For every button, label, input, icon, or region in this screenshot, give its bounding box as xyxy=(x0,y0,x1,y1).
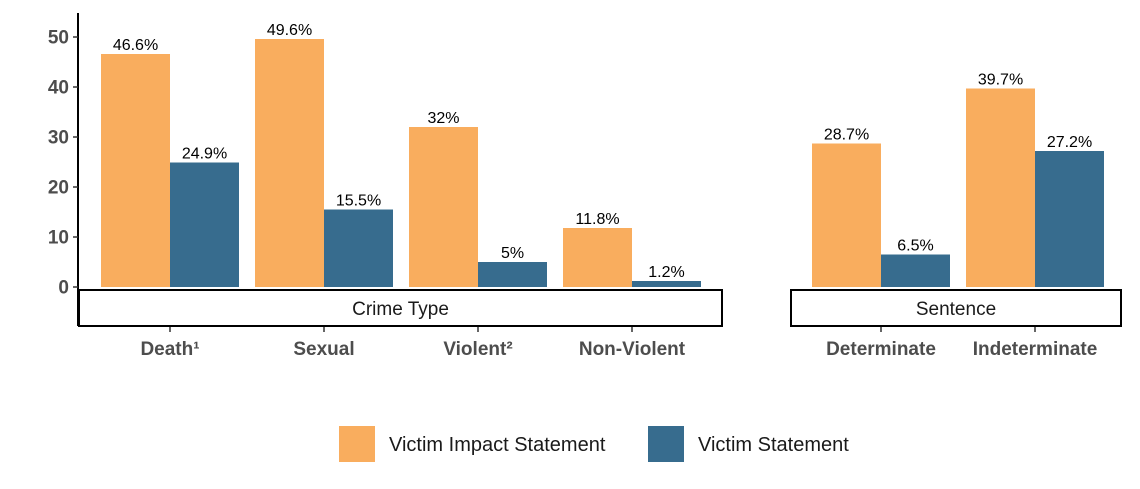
legend-label: Victim Statement xyxy=(698,434,849,456)
bar xyxy=(324,209,393,287)
bar xyxy=(812,143,881,287)
data-label: 49.6% xyxy=(267,22,312,39)
data-label: 32% xyxy=(427,110,459,127)
y-tick-label: 40 xyxy=(48,78,69,99)
data-label: 15.5% xyxy=(336,193,381,210)
y-tick-label: 50 xyxy=(48,28,69,49)
bar xyxy=(1035,151,1104,287)
x-tick-label: Death¹ xyxy=(140,339,199,360)
bar xyxy=(881,254,950,287)
x-tick-label: Non-Violent xyxy=(579,339,686,360)
x-tick-label: Determinate xyxy=(826,339,936,360)
legend-label: Victim Impact Statement xyxy=(389,434,606,456)
data-label: 46.6% xyxy=(113,37,158,54)
bar xyxy=(478,262,547,287)
bar xyxy=(632,281,701,287)
data-label: 24.9% xyxy=(182,146,227,163)
y-tick-label: 0 xyxy=(58,278,69,299)
bar xyxy=(966,88,1035,287)
data-label: 11.8% xyxy=(575,211,619,228)
facet-strip xyxy=(78,289,723,327)
y-tick-label: 30 xyxy=(48,128,69,149)
data-label: 39.7% xyxy=(978,72,1023,89)
x-tick-label: Sexual xyxy=(293,339,354,360)
x-tick-label: Violent² xyxy=(443,339,512,360)
data-label: 1.2% xyxy=(648,264,684,281)
data-label: 5% xyxy=(501,245,524,262)
bar xyxy=(563,228,632,287)
bar xyxy=(170,162,239,287)
bar xyxy=(101,54,170,287)
data-label: 6.5% xyxy=(897,238,933,255)
legend-swatch xyxy=(339,426,375,462)
y-tick-label: 10 xyxy=(48,228,69,249)
facet-strip xyxy=(790,289,1122,327)
legend-swatch xyxy=(648,426,684,462)
y-tick-label: 20 xyxy=(48,178,69,199)
data-label: 27.2% xyxy=(1047,134,1092,151)
data-label: 28.7% xyxy=(824,127,869,144)
facet-strip-label: Crime Type xyxy=(352,299,449,320)
bar xyxy=(255,39,324,287)
facet-strip-label: Sentence xyxy=(916,299,996,320)
bar xyxy=(409,127,478,287)
x-tick-label: Indeterminate xyxy=(973,339,1098,360)
